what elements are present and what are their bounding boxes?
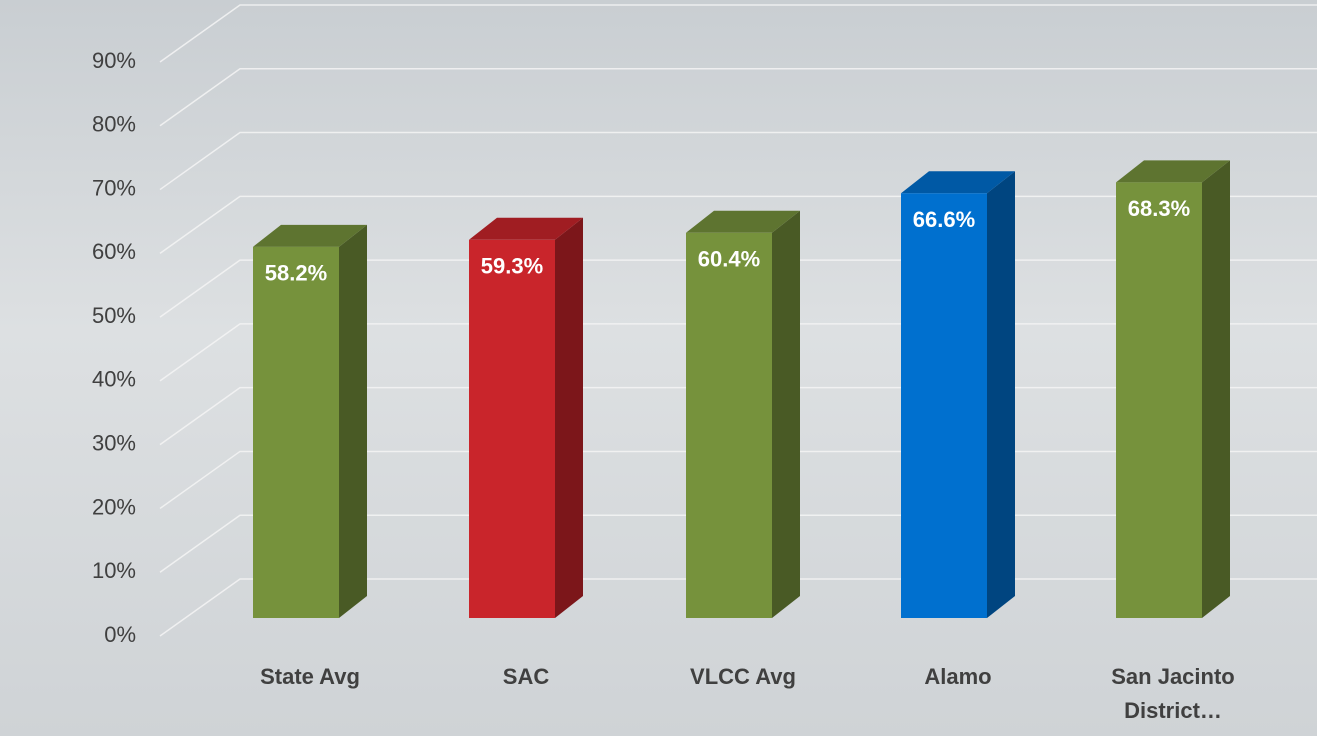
y-tick-label: 50%: [92, 303, 136, 328]
value-label: 68.3%: [1128, 196, 1190, 221]
x-tick-label: San Jacinto District…: [1098, 660, 1248, 728]
bar-side: [1202, 160, 1230, 618]
value-label: 59.3%: [481, 254, 543, 279]
y-tick-label: 20%: [92, 494, 136, 519]
y-tick-label: 60%: [92, 239, 136, 264]
y-tick-label: 70%: [92, 175, 136, 200]
bar-side: [339, 225, 367, 618]
bar: [1116, 182, 1202, 618]
value-label: 58.2%: [265, 261, 327, 286]
y-tick-label: 80%: [92, 112, 136, 137]
bar-side: [772, 211, 800, 618]
bar: [901, 193, 987, 618]
x-tick-label: SAC: [451, 660, 601, 694]
chart: 0% 10% 20% 30% 40% 50% 60% 70% 80% 90% 58.2% 59.3% 6…: [0, 0, 1317, 736]
y-tick-label: 90%: [92, 48, 136, 73]
bar: [253, 247, 339, 618]
bar: [686, 233, 772, 618]
y-tick-label: 30%: [92, 430, 136, 455]
value-label: 66.6%: [913, 207, 975, 232]
x-tick-label: Alamo: [883, 660, 1033, 694]
value-label: 60.4%: [698, 247, 760, 272]
y-tick-label: 40%: [92, 367, 136, 392]
grid-line: [160, 69, 1317, 126]
bar-side: [555, 218, 583, 618]
plot: 0% 10% 20% 30% 40% 50% 60% 70% 80% 90% 58.2% 59.3% 6…: [0, 0, 1317, 736]
bar: [469, 240, 555, 618]
x-tick-label: VLCC Avg: [668, 660, 818, 694]
x-tick-label: State Avg: [235, 660, 385, 694]
y-tick-label: 0%: [104, 622, 136, 647]
y-tick-label: 10%: [92, 558, 136, 583]
bar-side: [987, 171, 1015, 618]
grid-line: [160, 5, 1317, 62]
